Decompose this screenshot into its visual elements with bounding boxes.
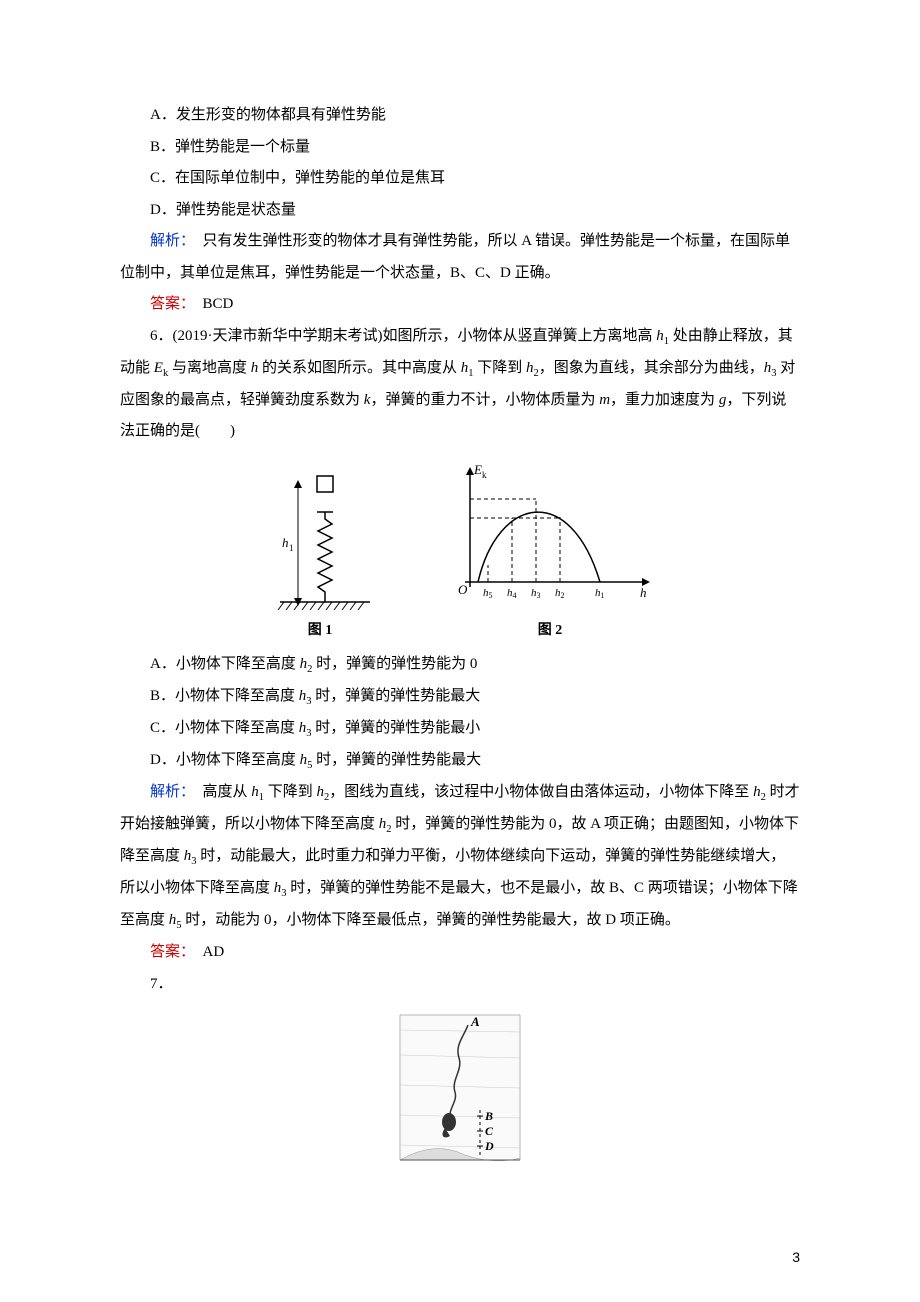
svg-text:h5: h5 <box>483 587 493 600</box>
svg-text:O: O <box>458 582 468 597</box>
q6-optC-a: C．小物体下降至高度 <box>150 720 299 736</box>
svg-text:h: h <box>640 585 647 600</box>
q5-option-c: C．在国际单位制中，弹性势能的单位是焦耳 <box>120 163 800 195</box>
fig2-col: O E k h <box>440 462 660 645</box>
svg-text:k: k <box>482 470 487 480</box>
q6-stem-i: ，重力加速度为 <box>610 392 719 408</box>
q7-num: 7． <box>120 969 800 1001</box>
svg-text:h1: h1 <box>595 587 605 600</box>
q6-stem-d: 的关系如图所示。其中高度从 <box>258 360 461 376</box>
q6-option-a: A．小物体下降至高度 h2 时，弹簧的弹性势能为 0 <box>120 649 800 681</box>
q6-source: (2019·天津市新华中学期末考试) <box>173 328 383 344</box>
q6-stem-e: 下降到 <box>473 360 526 376</box>
q6-optA-a: A．小物体下降至高度 <box>150 656 300 672</box>
q6-figures: h 1 图 1 O E k h <box>120 462 800 645</box>
q6-optA-b: 时，弹簧的弹性势能为 0 <box>312 656 477 672</box>
q6-option-c: C．小物体下降至高度 h3 时，弹簧的弹性势能最小 <box>120 713 800 745</box>
svg-text:h: h <box>282 535 289 550</box>
q7-figure: A B C D <box>120 1010 800 1170</box>
daan-label: 答案： <box>150 296 188 312</box>
q6-stem-h: ，弹簧的重力不计，小物体质量为 <box>370 392 599 408</box>
bungee-label-d: D <box>484 1139 494 1153</box>
fig1-diagram: h 1 <box>260 462 380 612</box>
jiexi-label: 解析： <box>150 784 188 800</box>
q5-jiexi: 解析： 只有发生弹性形变的物体才具有弹性势能，所以 A 错误。弹性势能是一个标量… <box>120 226 800 289</box>
svg-text:1: 1 <box>289 543 294 553</box>
q6-jx-b: 下降到 <box>264 784 317 800</box>
q6-daan: 答案： AD <box>120 937 800 969</box>
q6-jx-h: 时，动能为 0，小物体下降至最低点，弹簧的弹性势能最大，故 D 项正确。 <box>182 912 680 928</box>
bungee-label-b: B <box>484 1109 493 1123</box>
q5-option-d: D．弹性势能是状态量 <box>120 195 800 227</box>
q6-daan-text: AD <box>188 944 225 960</box>
q6-optB-b: 时，弹簧的弹性势能最大 <box>312 688 481 704</box>
daan-label: 答案： <box>150 944 188 960</box>
q6-optD-b: 时，弹簧的弹性势能最大 <box>312 752 481 768</box>
fig1-caption: 图 1 <box>308 616 333 645</box>
q5-option-b: B．弹性势能是一个标量 <box>120 132 800 164</box>
bungee-diagram: A B C D <box>395 1010 525 1170</box>
q6-stem-a: 如图所示，小物体从竖直弹簧上方离地高 <box>383 328 657 344</box>
q5-jiexi-text: 只有发生弹性形变的物体才具有弹性势能，所以 A 错误。弹性势能是一个标量，在国际… <box>120 233 790 281</box>
q6-num: 6． <box>150 328 173 344</box>
q6-optD-a: D．小物体下降至高度 <box>150 752 300 768</box>
bungee-label-c: C <box>485 1124 494 1138</box>
q5-daan-text: BCD <box>188 296 234 312</box>
q6-optB-a: B．小物体下降至高度 <box>150 688 299 704</box>
svg-text:h3: h3 <box>531 587 541 600</box>
jiexi-label: 解析： <box>150 233 188 249</box>
fig1-col: h 1 图 1 <box>260 462 380 645</box>
q6-stem: 6．(2019·天津市新华中学期末考试)如图所示，小物体从竖直弹簧上方离地高 h… <box>120 321 800 448</box>
q6-jiexi: 解析： 高度从 h1 下降到 h2，图线为直线，该过程中小物体做自由落体运动，小… <box>120 777 800 937</box>
fig2-chart: O E k h <box>440 462 660 612</box>
svg-text:E: E <box>473 462 482 477</box>
page-number: 3 <box>792 1243 800 1272</box>
q6-optC-b: 时，弹簧的弹性势能最小 <box>312 720 481 736</box>
bungee-label-a: A <box>470 1014 480 1029</box>
q6-jx-c: ，图线为直线，该过程中小物体做自由落体运动，小物体下降至 <box>329 784 753 800</box>
svg-text:h4: h4 <box>507 587 517 600</box>
q6-option-d: D．小物体下降至高度 h5 时，弹簧的弹性势能最大 <box>120 745 800 777</box>
page: A．发生形变的物体都具有弹性势能 B．弹性势能是一个标量 C．在国际单位制中，弹… <box>0 0 920 1302</box>
q5-option-a: A．发生形变的物体都具有弹性势能 <box>120 100 800 132</box>
svg-text:h2: h2 <box>555 587 565 600</box>
fig2-caption: 图 2 <box>538 616 563 645</box>
q6-stem-f: ，图象为直线，其余部分为曲线， <box>539 360 764 376</box>
q6-jx-a: 高度从 <box>188 784 252 800</box>
q6-option-b: B．小物体下降至高度 h3 时，弹簧的弹性势能最大 <box>120 681 800 713</box>
q6-stem-c: 与离地高度 <box>168 360 251 376</box>
q5-daan: 答案： BCD <box>120 289 800 321</box>
